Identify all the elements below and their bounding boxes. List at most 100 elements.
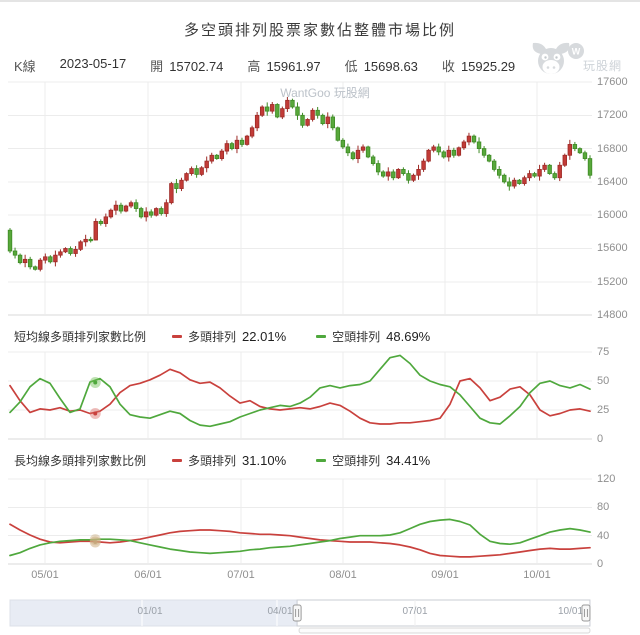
candle-up: [179, 179, 184, 189]
ohlc-info-bar: K線 2023-05-17 開 15702.74 高 15961.97 低 15698…: [14, 56, 515, 75]
candle-down: [12, 250, 18, 256]
navigator-tick: 01/01: [137, 606, 163, 617]
candle-up: [113, 204, 119, 211]
candle-up: [209, 154, 214, 162]
candle-up: [244, 135, 250, 145]
candle-down: [133, 202, 139, 209]
candle-up: [396, 169, 401, 179]
candle-up: [466, 135, 472, 143]
watermark-text: WantGoo 玩股網: [280, 86, 370, 100]
candle-up: [199, 167, 204, 175]
candle-down: [33, 266, 38, 270]
x-axis-tick: 05/01: [31, 569, 59, 581]
long-ratio-legend: 長均線多頭排列家數比例 多頭排列 31.10% 空頭排列 34.41%: [14, 452, 460, 468]
long-axis-tick: 120: [597, 473, 616, 485]
candle-down: [214, 154, 219, 159]
high-value: 15961.97: [266, 59, 321, 74]
candle-down: [149, 211, 154, 216]
candle-up: [567, 144, 573, 156]
candle-down: [295, 106, 300, 116]
navigator-scrollbar[interactable]: [298, 627, 591, 634]
candle-up: [73, 248, 78, 254]
candle-down: [517, 179, 522, 184]
candle-down: [471, 135, 477, 143]
candle-up: [461, 141, 467, 149]
candle-down: [229, 143, 235, 149]
candle-up: [310, 109, 315, 120]
bull-dash-icon: [172, 334, 183, 338]
short-bull-label: 多頭排列: [188, 329, 237, 344]
long-bull-line: [9, 523, 591, 558]
hover-marker-dot: [93, 411, 98, 416]
candle-down: [345, 146, 351, 154]
candle-up: [456, 147, 462, 156]
candle-up: [108, 209, 114, 218]
candle-down: [391, 171, 396, 179]
close-value: 15925.29: [460, 59, 516, 74]
candle-down: [340, 139, 346, 148]
candle-down: [481, 148, 487, 156]
candle-down: [552, 173, 557, 179]
candle-up: [93, 221, 98, 241]
logo-text: 玩股網: [582, 58, 622, 73]
long-bear-value: 34.41%: [386, 452, 431, 468]
navigator-tick: 10/01: [558, 606, 584, 617]
navigator-tick: 04/01: [267, 606, 293, 617]
candle-down: [7, 229, 13, 252]
long-bear-line: [9, 518, 591, 557]
short-ratio-title: 短均線多頭排列家數比例: [14, 329, 147, 344]
candle-down: [436, 146, 441, 153]
price-axis-tick: 17600: [597, 76, 628, 88]
candle-down: [275, 104, 280, 118]
candle-down: [401, 169, 406, 174]
price-axis-tick: 14800: [597, 309, 628, 321]
candle-down: [491, 160, 497, 170]
candle-down: [476, 141, 482, 150]
low-label: 低: [344, 59, 358, 74]
candle-up: [204, 160, 209, 169]
low-group: 低 15698.63: [345, 56, 418, 75]
kline-date: 2023-05-17: [59, 56, 127, 71]
wantgoo-logo: W 玩股網: [529, 40, 622, 80]
candle-up: [325, 116, 330, 125]
candle-up: [164, 202, 169, 214]
candle-up: [446, 149, 451, 158]
candle-up: [305, 119, 310, 126]
x-axis-tick: 08/01: [329, 569, 357, 581]
candle-down: [48, 256, 53, 263]
navigator-mask[interactable]: [9, 599, 298, 627]
long-bear-label: 空頭排列: [332, 453, 381, 468]
candle-down: [381, 171, 386, 177]
candle-up: [431, 146, 436, 151]
candle-up: [512, 179, 517, 187]
candle-up: [259, 106, 265, 116]
candle-down: [502, 174, 507, 183]
navigator-selected-range[interactable]: [296, 599, 591, 627]
candle-down: [159, 208, 164, 214]
candle-down: [582, 152, 588, 159]
price-axis-tick: 15200: [597, 276, 628, 288]
navigator-tick: 07/01: [402, 606, 428, 617]
candle-up: [189, 168, 194, 174]
price-axis-tick: 16400: [597, 176, 628, 188]
candle-down: [88, 238, 93, 242]
candle-up: [169, 183, 174, 204]
candle-up: [249, 127, 255, 137]
candle-up: [537, 169, 542, 177]
candle-down: [406, 173, 411, 181]
candle-down: [98, 221, 103, 224]
candle-up: [184, 173, 189, 181]
price-axis-tick: 15600: [597, 242, 628, 254]
candle-up: [562, 154, 567, 166]
candle-down: [577, 148, 583, 154]
candle-down: [118, 204, 124, 212]
candle-up: [386, 171, 391, 177]
candle-down: [547, 164, 552, 174]
candle-up: [542, 164, 547, 170]
candle-down: [572, 144, 578, 149]
high-group: 高 15961.97: [247, 56, 320, 75]
candle-up: [154, 208, 159, 216]
hover-marker-dot: [93, 538, 97, 542]
low-value: 15698.63: [363, 59, 418, 74]
